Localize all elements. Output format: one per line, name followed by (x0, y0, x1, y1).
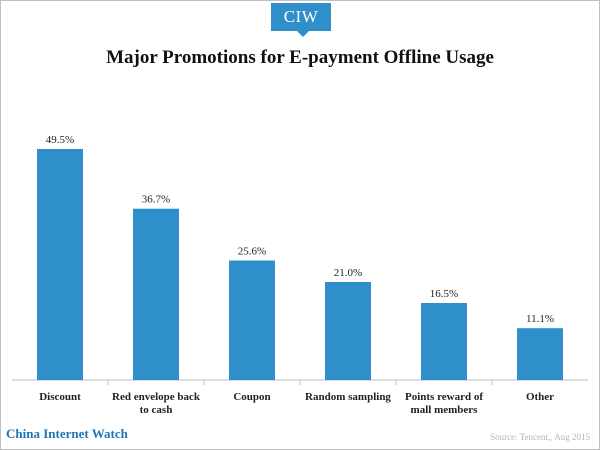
bar (325, 282, 371, 380)
bar (37, 149, 83, 380)
ciw-logo: CIW (271, 3, 331, 37)
data-label: 16.5% (430, 288, 458, 300)
data-label: 36.7% (142, 194, 170, 206)
bar (421, 303, 467, 380)
category-label: Red envelope back to cash (112, 391, 201, 416)
data-label: 49.5% (46, 134, 74, 146)
logo-text: CIW (283, 7, 319, 26)
bar (133, 208, 179, 380)
bar (229, 260, 275, 380)
category-label: Random sampling (305, 391, 391, 403)
category-label: Other (526, 391, 554, 403)
source-note: Source: Tencent,, Aug 2015 (490, 432, 590, 442)
data-label: 25.6% (238, 246, 266, 258)
category-label: Coupon (233, 391, 270, 403)
data-label: 11.1% (526, 313, 554, 325)
category-label: Points reward of mall members (405, 391, 483, 416)
brand-name: China Internet Watch (6, 426, 128, 441)
category-label: Discount (39, 391, 81, 403)
data-label: 21.0% (334, 267, 362, 279)
bar (517, 328, 563, 380)
logo-pointer (297, 31, 309, 37)
chart-title: Major Promotions for E-payment Offline U… (106, 47, 494, 68)
